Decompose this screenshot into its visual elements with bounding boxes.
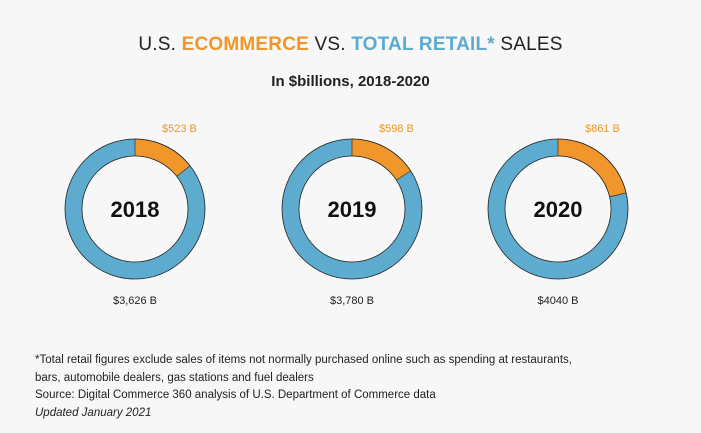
year-label-2020: 2020 — [534, 197, 583, 222]
footnote-line-1: *Total retail figures exclude sales of i… — [35, 354, 572, 366]
ecommerce-value-label-2019: $598 B — [379, 123, 414, 135]
chart-subtitle: In $billions, 2018-2020 — [271, 73, 430, 90]
footnote-updated: Updated January 2021 — [35, 406, 152, 419]
chart-title: U.S. ECOMMERCE VS. TOTAL RETAIL* SALES — [0, 34, 701, 56]
footnote: *Total retail figures exclude sales of i… — [35, 352, 675, 422]
year-label-2019: 2019 — [328, 197, 377, 222]
donut-outer-outline-2020 — [487, 138, 629, 280]
retail-value-label-2018: $3,626 B — [113, 295, 157, 307]
year-label-2018: 2018 — [111, 197, 160, 222]
retail-value-label-2020: $4040 B — [538, 295, 579, 307]
ecommerce-value-label-2020: $861 B — [585, 123, 620, 135]
title-suffix: SALES — [500, 34, 563, 55]
donut-outer-outline-2018 — [64, 138, 206, 280]
title-ecommerce: ECOMMERCE — [181, 34, 309, 55]
donut-inner-outline-2020 — [504, 155, 612, 263]
footnote-line-2: bars, automobile dealers, gas stations a… — [35, 371, 314, 384]
title-total-retail: TOTAL RETAIL* — [351, 34, 495, 55]
title-prefix: U.S. — [138, 34, 177, 55]
title-vs: VS. — [314, 34, 346, 55]
retail-value-label-2019: $3,780 B — [330, 295, 374, 307]
ecommerce-value-label-2018: $523 B — [162, 123, 197, 135]
donut-outer-outline-2019 — [281, 138, 423, 280]
footnote-source: Source: Digital Commerce 360 analysis of… — [35, 389, 436, 401]
donut-inner-outline-2019 — [298, 155, 406, 263]
donut-inner-outline-2018 — [81, 155, 189, 263]
